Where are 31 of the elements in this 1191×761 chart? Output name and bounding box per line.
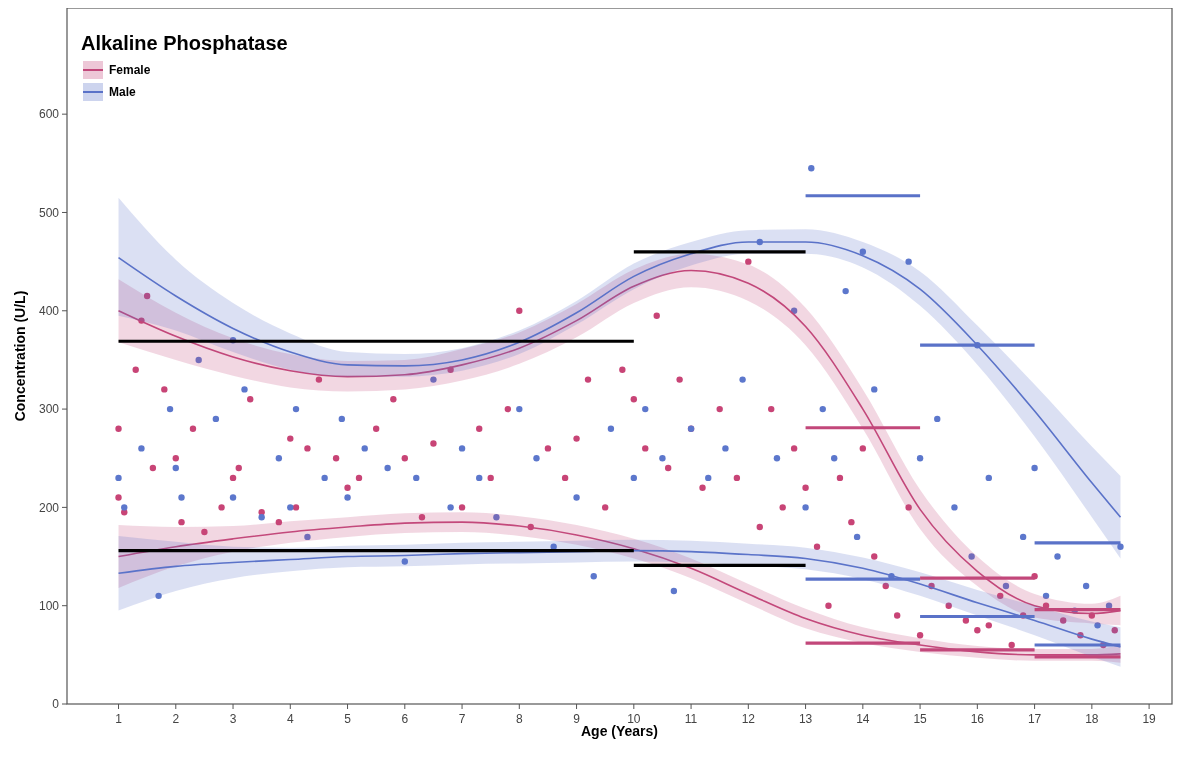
legend-label: Male: [109, 85, 136, 100]
x-tick-label: 3: [229, 712, 237, 726]
x-tick-label: 17: [1027, 712, 1042, 726]
x-tick-label: 6: [401, 712, 409, 726]
x-tick-label: 15: [913, 712, 928, 726]
legend-label: Female: [109, 63, 151, 78]
x-tick-label: 9: [573, 712, 581, 726]
y-tick-label: 200: [38, 500, 60, 515]
x-tick-label: 2: [172, 712, 180, 726]
x-tick-label: 16: [970, 712, 985, 726]
text: Alkaline Phosphatase: [81, 32, 288, 54]
x-tick-label: 1: [115, 712, 123, 726]
x-tick-label: 18: [1085, 712, 1099, 726]
x-tick-label: 8: [515, 712, 523, 726]
y-axis-title: Concentration (U/L): [12, 290, 28, 422]
x-tick-label: 5: [344, 712, 352, 726]
y-tick-label: 600: [38, 107, 60, 122]
x-tick-label: 7: [458, 712, 466, 726]
x-tick-label: 14: [856, 712, 870, 726]
x-tick-label: 4: [286, 712, 294, 726]
y-tick-label: 0: [52, 697, 60, 712]
x-axis-title: Age (Years): [580, 723, 659, 739]
y-tick-label: 500: [38, 205, 60, 220]
y-tick-label: 400: [38, 303, 60, 318]
x-tick-label: 12: [741, 712, 756, 726]
x-tick-label: 13: [798, 712, 813, 726]
y-tick-label: 300: [38, 402, 60, 417]
x-tick-label: 11: [684, 712, 698, 726]
x-tick-label: 10: [627, 712, 641, 726]
y-tick-label: 100: [38, 598, 60, 613]
x-tick-label: 19: [1142, 712, 1157, 726]
